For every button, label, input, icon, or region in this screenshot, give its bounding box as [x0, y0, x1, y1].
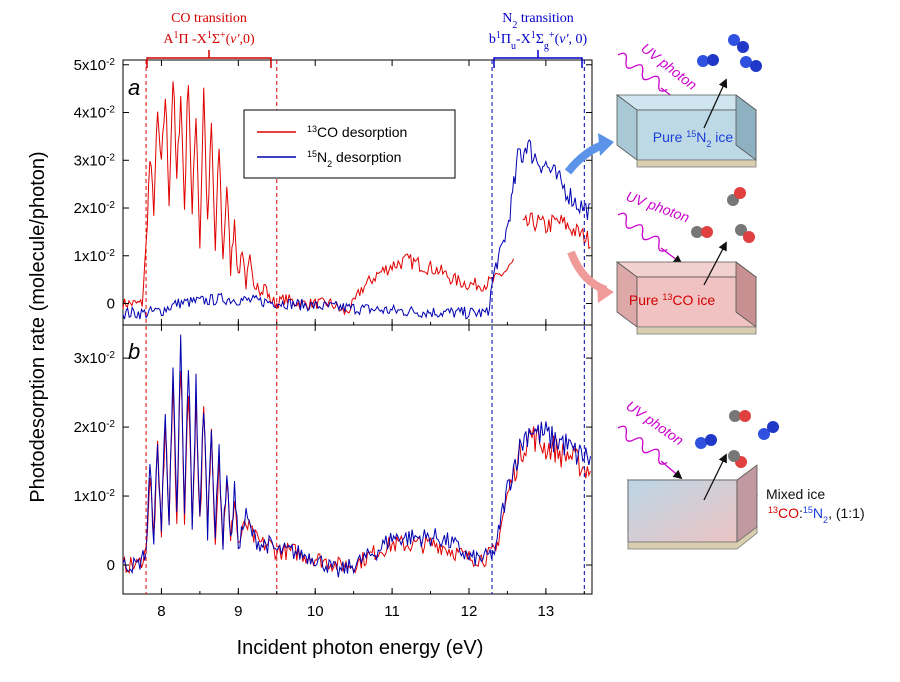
- x-tick-label: 10: [307, 603, 324, 620]
- arrow-to-top: [564, 133, 614, 175]
- mixed-ice-label: Mixed ice: [766, 486, 825, 502]
- y-tick-label: 2x10-2: [74, 419, 116, 437]
- uv-wave-2: UV photon: [617, 188, 692, 265]
- transition-lines: [145, 60, 585, 594]
- x-tick-label: 11: [384, 603, 400, 620]
- y-tick-label: 4x10-2: [74, 104, 116, 122]
- ice-label-pure-13co: Pure 13CO ice: [629, 292, 715, 308]
- co-molecules-mid: [691, 187, 755, 286]
- ice-block-pure-15n2: Pure 15N2 ice: [615, 94, 758, 168]
- y-tick-label: 3x10-2: [74, 152, 116, 170]
- y-tick-label: 2x10-2: [74, 200, 116, 218]
- y-tick-label: 5x10-2: [74, 56, 116, 74]
- uv-wave-3: UV photon: [617, 397, 687, 480]
- n2-molecules-top: [697, 34, 762, 129]
- x-axis-title: Incident photon energy (eV): [237, 637, 484, 659]
- panel-label-a: a: [128, 75, 140, 100]
- legend-label-13co: 13CO desorption: [307, 124, 407, 140]
- y-tick-label: 0: [107, 296, 115, 313]
- co-transition-bracket: CO transition A1Π -X1Σ+(v',0): [146, 11, 272, 68]
- n2-transition-formula: b1Πu-X1Σg+(v', 0): [489, 30, 588, 52]
- x-tick-label: 12: [461, 603, 478, 620]
- x-tick-label: 8: [157, 603, 165, 620]
- series-line-a-15n2: [122, 138, 591, 320]
- arrow-to-mid: [567, 250, 614, 303]
- mixed-molecules: [695, 410, 779, 501]
- series-line-b-15n2: [122, 334, 591, 578]
- series-line-a-13co: [122, 81, 591, 316]
- legend: 13CO desorption 15N2 desorption: [243, 109, 456, 179]
- series-layer: [122, 81, 591, 578]
- ice-block-mixed: Mixed ice 13CO:15N2, (1:1): [626, 464, 865, 550]
- ice-block-pure-13co: Pure 13CO ice: [615, 261, 758, 335]
- co-transition-formula: A1Π -X1Σ+(v',0): [163, 30, 255, 48]
- uv-photon-label-1: UV photon: [638, 40, 700, 93]
- y-axis-title: Photodesorption rate (molecule/photon): [27, 151, 49, 502]
- mixed-ice-composition: 13CO:15N2, (1:1): [768, 505, 865, 525]
- co-transition-title: CO transition: [171, 11, 247, 26]
- y-tick-label: 1x10-2: [74, 247, 116, 265]
- x-tick-label: 9: [234, 603, 242, 620]
- n2-transition-bracket: N2 transition b1Πu-X1Σg+(v', 0): [489, 11, 588, 68]
- uv-photon-label-2: UV photon: [624, 188, 692, 226]
- x-tick-label: 13: [538, 603, 555, 620]
- y-tick-label: 0: [107, 557, 115, 574]
- n2-transition-title: N2 transition: [502, 11, 574, 31]
- axis-ticks: 0 1x10-2 2x10-2 3x10-2 4x10-2 5x10-2 8 9 10 11 12 1…: [74, 56, 592, 620]
- uv-wave-1: UV photon: [617, 40, 700, 105]
- series-line-b-13co: [122, 370, 591, 575]
- panel-label-b: b: [128, 339, 140, 364]
- panel-b-frame: [122, 324, 593, 595]
- y-tick-label: 3x10-2: [74, 350, 116, 368]
- y-tick-label: 1x10-2: [74, 488, 116, 506]
